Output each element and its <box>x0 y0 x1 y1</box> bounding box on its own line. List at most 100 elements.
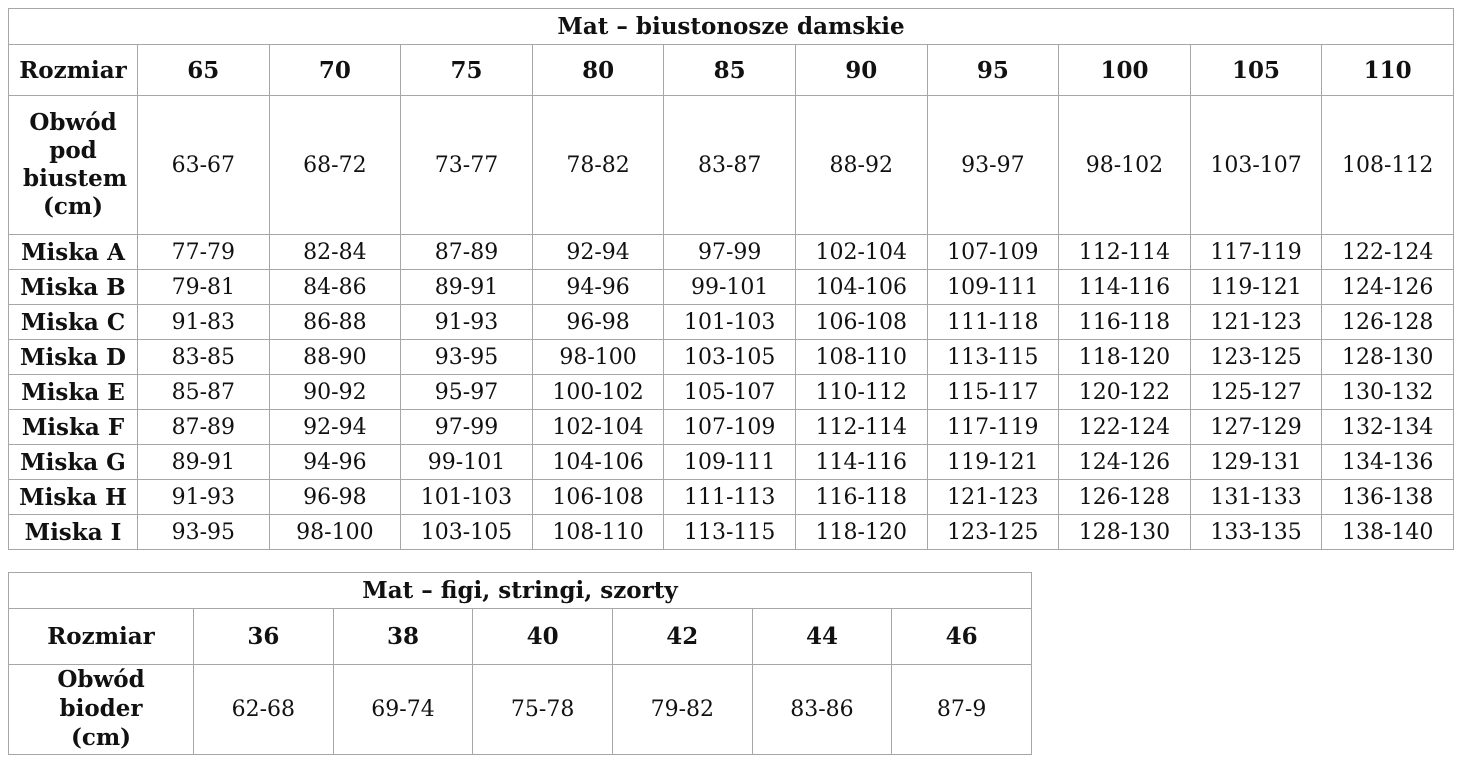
bras-cup-value-cell: 89-91 <box>137 444 270 480</box>
bras-size-row-label: Rozmiar <box>8 44 138 96</box>
bras-underbust-row: Obwód pod biustem (cm) 63-67 68-72 73-77… <box>8 95 1454 235</box>
bras-cup-row-label: Miska D <box>8 339 138 375</box>
bras-cup-value-cell: 122-124 <box>1321 234 1454 270</box>
bras-cup-value-cell: 87-89 <box>137 409 270 445</box>
bras-size-header-row: Rozmiar 65 70 75 80 85 90 95 100 <box>8 44 1454 96</box>
bras-underbust-value-cell: 103-107 <box>1189 95 1323 235</box>
bras-cup-value-cell: 109-111 <box>926 269 1060 305</box>
bras-cup-value-cell: 125-127 <box>1189 374 1323 410</box>
bras-cup-value-cell: 97-99 <box>400 409 533 445</box>
bras-cup-value-cell: 89-91 <box>400 269 533 305</box>
bras-size-header-cell: 110 <box>1321 44 1454 96</box>
bras-cup-value-cell: 82-84 <box>268 234 402 270</box>
bras-underbust-value-cell: 83-87 <box>663 95 796 235</box>
bras-cup-value-cell: 99-101 <box>663 269 796 305</box>
bras-cup-value-cell: 113-115 <box>663 514 796 550</box>
bras-size-header-cell: 105 <box>1189 44 1323 96</box>
bras-cup-value-cell: 127-129 <box>1189 409 1323 445</box>
bras-cup-value-cell: 121-123 <box>926 479 1060 515</box>
bras-cup-value-cell: 112-114 <box>794 409 928 445</box>
bras-cup-value-cell: 100-102 <box>531 374 665 410</box>
panties-size-header-cell: 42 <box>611 608 753 665</box>
panties-size-header-cell: 40 <box>472 608 613 665</box>
bras-cup-value-cell: 92-94 <box>268 409 402 445</box>
bras-underbust-value-cell: 93-97 <box>926 95 1060 235</box>
bras-cup-value-cell: 128-130 <box>1058 514 1191 550</box>
bras-cup-value-cell: 119-121 <box>1189 269 1323 305</box>
panties-hips-value-cell: 87-9 <box>891 664 1032 755</box>
bras-cup-row: Miska I 93-95 98-100 103-105 108-110 113… <box>8 514 1454 550</box>
bras-cup-row: Miska H 91-93 96-98 101-103 106-108 111-… <box>8 479 1454 515</box>
bras-underbust-value-cell: 98-102 <box>1058 95 1191 235</box>
bras-underbust-value-cell: 78-82 <box>531 95 665 235</box>
bras-cup-value-cell: 102-104 <box>794 234 928 270</box>
bras-cup-value-cell: 111-118 <box>926 304 1060 340</box>
bras-cup-value-cell: 114-116 <box>1058 269 1191 305</box>
bras-cup-row-label: Miska I <box>8 514 138 550</box>
bras-cup-row: Miska E 85-87 90-92 95-97 100-102 105-10… <box>8 374 1454 410</box>
bras-cup-value-cell: 117-119 <box>926 409 1060 445</box>
bras-size-table: Mat – biustonosze damskie Rozmiar 65 70 … <box>8 8 1454 550</box>
panties-hips-label-text: Obwód bioder (cm) <box>57 666 145 751</box>
bras-size-header-cell: 80 <box>531 44 665 96</box>
bras-cup-value-cell: 117-119 <box>1189 234 1323 270</box>
bras-cup-value-cell: 128-130 <box>1321 339 1454 375</box>
bras-cup-value-cell: 85-87 <box>137 374 270 410</box>
bras-cup-value-cell: 119-121 <box>926 444 1060 480</box>
bras-cup-value-cell: 104-106 <box>794 269 928 305</box>
panties-table-title: Mat – figi, stringi, szorty <box>8 572 1032 609</box>
bras-underbust-value-cell: 63-67 <box>137 95 270 235</box>
bras-cup-value-cell: 106-108 <box>531 479 665 515</box>
bras-cup-value-cell: 77-79 <box>137 234 270 270</box>
bras-size-header-cell: 70 <box>268 44 402 96</box>
panties-size-header-cell: 46 <box>891 608 1032 665</box>
bras-cup-value-cell: 91-93 <box>400 304 533 340</box>
bras-cup-value-cell: 124-126 <box>1321 269 1454 305</box>
bras-cup-value-cell: 118-120 <box>794 514 928 550</box>
bras-table-title: Mat – biustonosze damskie <box>8 8 1454 45</box>
bras-cup-value-cell: 121-123 <box>1189 304 1323 340</box>
bras-cup-value-cell: 116-118 <box>794 479 928 515</box>
bras-cup-value-cell: 97-99 <box>663 234 796 270</box>
bras-cup-value-cell: 130-132 <box>1321 374 1454 410</box>
bras-underbust-value-cell: 108-112 <box>1321 95 1454 235</box>
bras-cup-value-cell: 111-113 <box>663 479 796 515</box>
bras-cup-value-cell: 79-81 <box>137 269 270 305</box>
bras-cup-row: Miska B 79-81 84-86 89-91 94-96 99-101 1… <box>8 269 1454 305</box>
bras-cup-value-cell: 108-110 <box>794 339 928 375</box>
bras-cup-rows: Miska A 77-79 82-84 87-89 92-94 97-99 10… <box>8 234 1454 550</box>
bras-cup-value-cell: 92-94 <box>531 234 665 270</box>
panties-hips-value-cell: 75-78 <box>472 664 613 755</box>
bras-cup-value-cell: 126-128 <box>1058 479 1191 515</box>
bras-size-header-cell: 90 <box>794 44 928 96</box>
bras-cup-row-label: Miska A <box>8 234 138 270</box>
bras-cup-value-cell: 107-109 <box>663 409 796 445</box>
bras-cup-value-cell: 122-124 <box>1058 409 1191 445</box>
bras-cup-value-cell: 101-103 <box>663 304 796 340</box>
bras-cup-value-cell: 88-90 <box>268 339 402 375</box>
panties-hips-row: Obwód bioder (cm) 62-68 69-74 75-78 79-8… <box>8 664 1032 755</box>
bras-title-row: Mat – biustonosze damskie <box>8 8 1454 45</box>
panties-size-row-label: Rozmiar <box>8 608 194 665</box>
bras-cup-value-cell: 133-135 <box>1189 514 1323 550</box>
bras-cup-value-cell: 87-89 <box>400 234 533 270</box>
bras-cup-row: Miska F 87-89 92-94 97-99 102-104 107-10… <box>8 409 1454 445</box>
bras-cup-value-cell: 91-83 <box>137 304 270 340</box>
bras-cup-value-cell: 99-101 <box>400 444 533 480</box>
bras-underbust-value-cell: 68-72 <box>268 95 402 235</box>
bras-cup-value-cell: 98-100 <box>531 339 665 375</box>
bras-cup-value-cell: 107-109 <box>926 234 1060 270</box>
bras-cup-value-cell: 93-95 <box>137 514 270 550</box>
bras-size-header-cell: 95 <box>926 44 1060 96</box>
bras-cup-value-cell: 110-112 <box>794 374 928 410</box>
panties-hips-value-cell: 79-82 <box>611 664 753 755</box>
bras-cup-row-label: Miska E <box>8 374 138 410</box>
bras-cup-value-cell: 112-114 <box>1058 234 1191 270</box>
bras-cup-value-cell: 84-86 <box>268 269 402 305</box>
bras-cup-value-cell: 116-118 <box>1058 304 1191 340</box>
bras-size-header-cell: 75 <box>400 44 533 96</box>
bras-size-header-cell: 100 <box>1058 44 1191 96</box>
bras-cup-row-label: Miska G <box>8 444 138 480</box>
bras-size-header-cell: 65 <box>137 44 270 96</box>
